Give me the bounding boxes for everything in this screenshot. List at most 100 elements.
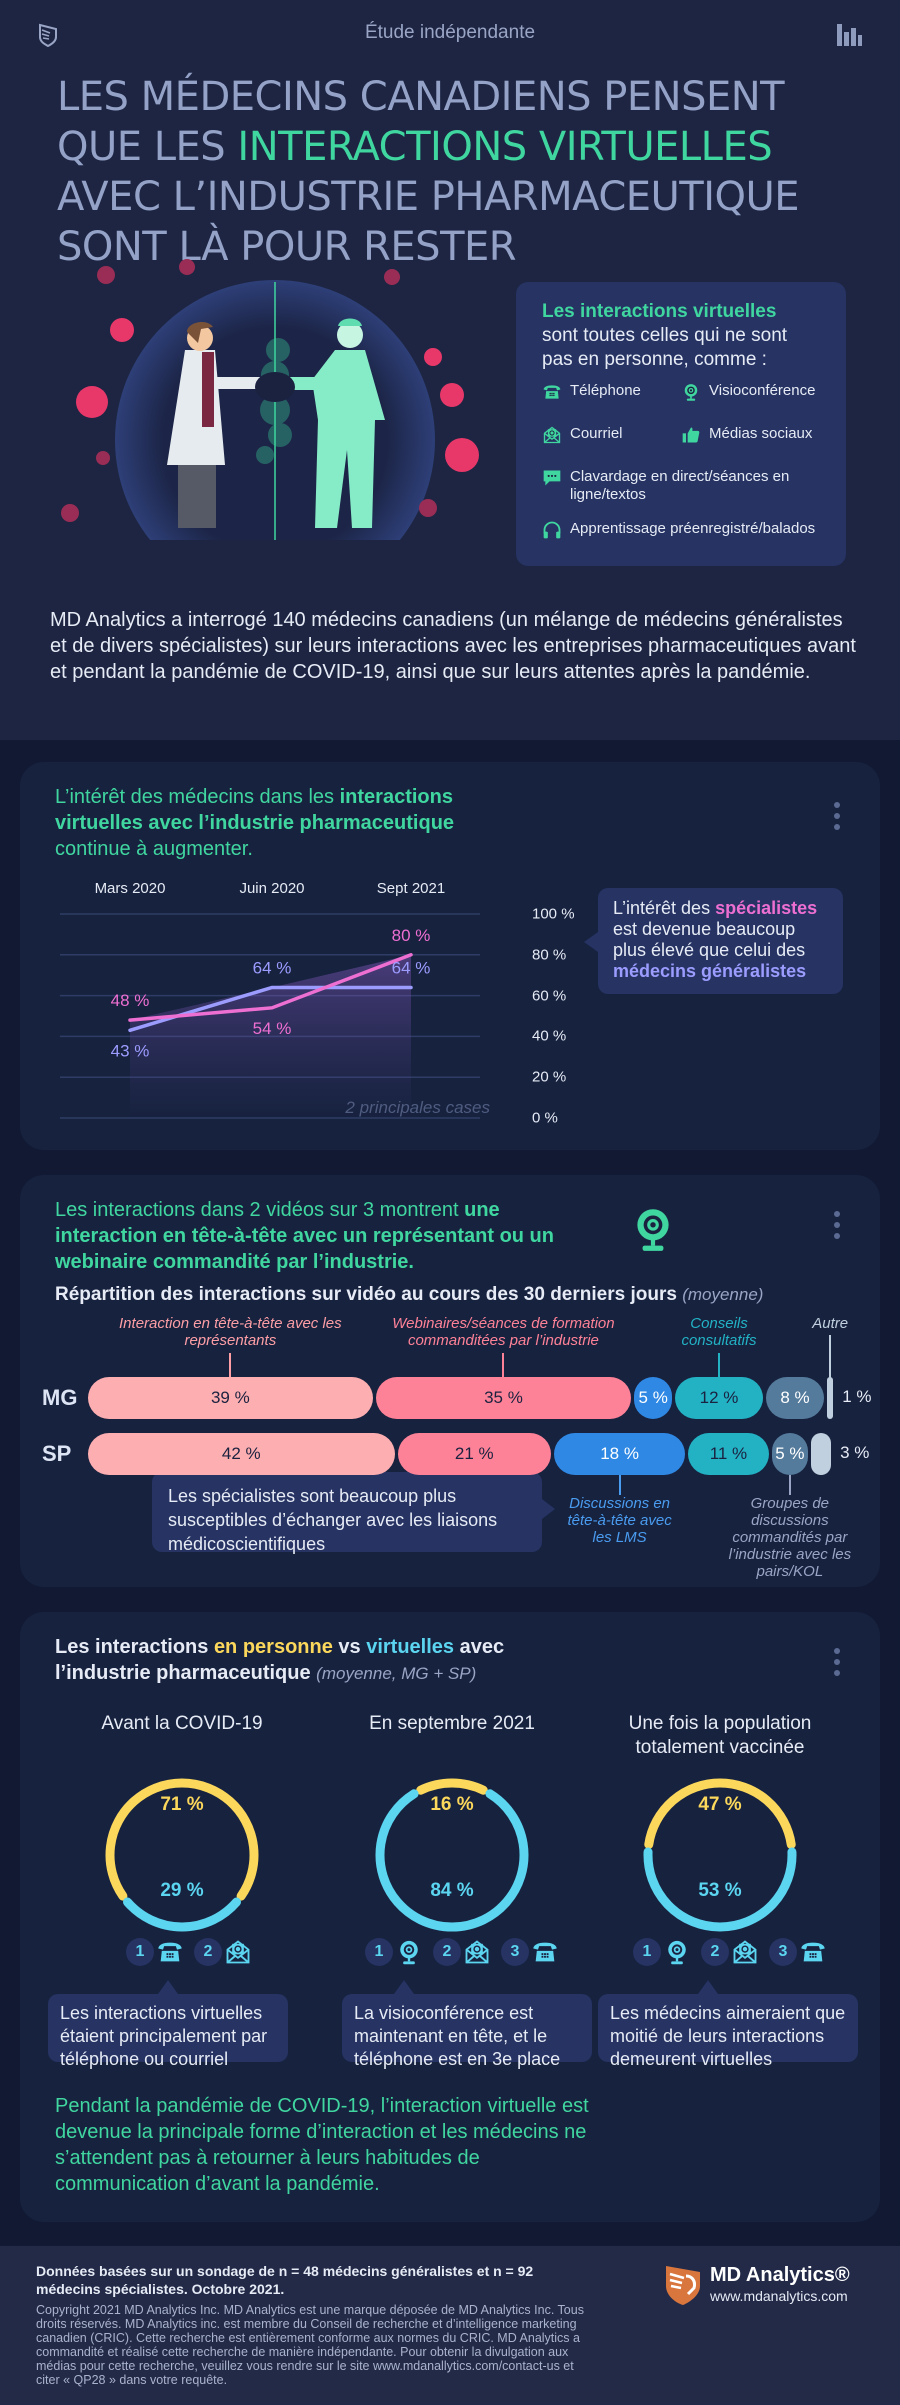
copyright-text: Copyright 2021 MD Analytics Inc. MD Anal… [36, 2303, 584, 2387]
phone-icon [799, 1938, 827, 1966]
data-label: 54 % [253, 1019, 292, 1038]
bar-segment [827, 1377, 834, 1419]
x-tick-label: Mars 2020 [94, 880, 166, 897]
inperson-card-title: Les interactions en personne vs virtuell… [55, 1636, 505, 1684]
email-icon [731, 1938, 759, 1966]
more-options-icon[interactable] [834, 1211, 840, 1244]
md-analytics-shield-icon [666, 2266, 700, 2305]
interest-trend-card: L’intérêt des médecins dans les interact… [20, 762, 880, 1150]
y-tick-label: 100 % [532, 905, 575, 923]
intro-paragraph: MD Analytics a interrogé 140 médecins ca… [50, 609, 856, 683]
study-label: Étude indépendante [364, 22, 536, 43]
y-tick-label: 80 % [532, 946, 567, 964]
label-connector [618, 1475, 621, 1495]
more-options-icon[interactable] [834, 1648, 840, 1681]
email-icon [224, 1938, 252, 1966]
data-label: 43 % [111, 1041, 150, 1060]
hero-section: Étude indépendante LES MÉDECINS CANADIEN… [0, 0, 900, 740]
donut-slice-in-person [644, 1778, 796, 1849]
y-tick-label: 0 % [532, 1109, 558, 1127]
interest-line-chart: 48 % 54 % 80 % 43 % 64 % 64 % [60, 913, 480, 1119]
rank-number: 3 [769, 1938, 797, 1966]
video-card-title: Les interactions dans 2 vidéos sur 3 mon… [55, 1199, 554, 1273]
brand-url[interactable]: www.mdanalytics.com [710, 2288, 848, 2304]
doctor-figure [167, 321, 260, 528]
channel-ranking: 1 2 3 [633, 1938, 837, 1966]
email-icon [542, 425, 562, 445]
chart-area-fill [130, 954, 411, 1118]
brand-name: MD Analytics® [710, 2264, 850, 2286]
period-label: Avant la COVID-19 [101, 1713, 263, 1734]
virtual-value: 53 % [698, 1880, 742, 1901]
headphones-icon [542, 520, 562, 540]
segment-label: Conseils consultatifs [681, 1315, 757, 1349]
bar-segment: 5 % [771, 1433, 809, 1475]
definition-item-social: Médias sociaux [681, 425, 812, 445]
footer: Données basées sur un sondage de n = 48 … [0, 2246, 900, 2405]
donut-slice-in-person [416, 1778, 488, 1795]
lms-callout: Les spécialistes sont beaucoup plus susc… [152, 1472, 555, 1554]
segment-label: Autre [812, 1315, 849, 1332]
virtual-value: 29 % [160, 1880, 204, 1901]
in-person-value: 47 % [698, 1794, 742, 1815]
definition-item-podcast: Apprentissage préenregistré/balados [542, 520, 815, 540]
insight-bubble: Les médecins aimeraient que moitié de le… [598, 1980, 858, 2069]
data-label: 48 % [111, 991, 150, 1010]
md-shield-logo-icon [39, 23, 57, 47]
webcam-icon [395, 1938, 423, 1966]
channel-ranking: 1 2 3 [365, 1938, 569, 1966]
rank-number: 1 [365, 1938, 393, 1966]
rank-number: 1 [633, 1938, 661, 1966]
virtual-interactions-definition: Les interactions virtuelles sont toutes … [516, 282, 846, 566]
period-label: En septembre 2021 [369, 1713, 535, 1734]
phone-icon [156, 1938, 184, 1966]
virtual-value: 84 % [430, 1880, 474, 1901]
specialists-callout: L’intérêt des spécialistes est devenue b… [584, 888, 843, 994]
bar-segment [811, 1433, 832, 1475]
donut-chart [105, 1778, 259, 1932]
definition-subtitle: sont toutes celles qui ne sont pas en pe… [542, 325, 788, 370]
label-connector [229, 1353, 232, 1377]
interest-card-title: L’intérêt des médecins dans les interact… [55, 786, 455, 860]
rank-number: 2 [701, 1938, 729, 1966]
definition-item-chat: Clavardage en direct/séances en ligne/te… [542, 468, 832, 504]
virus-icon [76, 318, 479, 472]
insight-bubble: La visioconférence est maintenant en têt… [342, 1980, 592, 2069]
x-tick-label: Sept 2021 [376, 880, 446, 897]
webcam-icon [663, 1938, 691, 1966]
definition-item-email: Courriel [542, 425, 623, 445]
rank-number: 2 [433, 1938, 461, 1966]
series-line-specialists [128, 953, 413, 1022]
definition-title: Les interactions virtuelles [542, 301, 777, 322]
headline-part1: LES MÉDECINS CANADIENS PENSENT QUE LES [57, 74, 785, 170]
bar-tail-label: 1 % [842, 1387, 872, 1406]
bar-segment: 5 % [634, 1377, 673, 1419]
definition-item-video: Visioconférence [681, 382, 815, 402]
segment-label: Interaction en tête-à-tête avec les repr… [119, 1315, 342, 1349]
definition-item-phone: Téléphone [542, 382, 641, 402]
donut-slice-in-person [105, 1778, 259, 1901]
segment-label: Webinaires/séances de formation commandi… [392, 1315, 615, 1349]
phone-icon [542, 382, 562, 402]
phone-icon [531, 1938, 559, 1966]
chat-icon [542, 468, 562, 488]
data-label: 80 % [392, 926, 431, 945]
doctor-handshake-illustration [61, 259, 479, 540]
bar-segment: 18 % [553, 1433, 686, 1475]
md-analytics-logo[interactable]: MD Analytics® www.mdanalytics.com [664, 2262, 874, 2306]
webcam-icon [681, 382, 701, 402]
period-label: Une fois la population totalement vaccin… [628, 1713, 812, 1758]
donut-slice-virtual [122, 1897, 242, 1932]
label-connector [502, 1353, 505, 1377]
insight-bubble: Les interactions virtuelles étaient prin… [48, 1980, 288, 2069]
rank-number: 1 [126, 1938, 154, 1966]
bar-segment: 39 % [88, 1377, 373, 1419]
row-label-mg: MG [42, 1385, 78, 1410]
more-options-icon[interactable] [834, 802, 840, 835]
data-label: 64 % [253, 958, 292, 977]
rank-number: 2 [194, 1938, 222, 1966]
top2box-annotation: 2 principales cases [345, 1098, 490, 1117]
segment-label: Groupes de discussions commandités par l… [728, 1495, 852, 1580]
conclusion-text: Pendant la pandémie de COVID-19, l’inter… [55, 2095, 589, 2195]
